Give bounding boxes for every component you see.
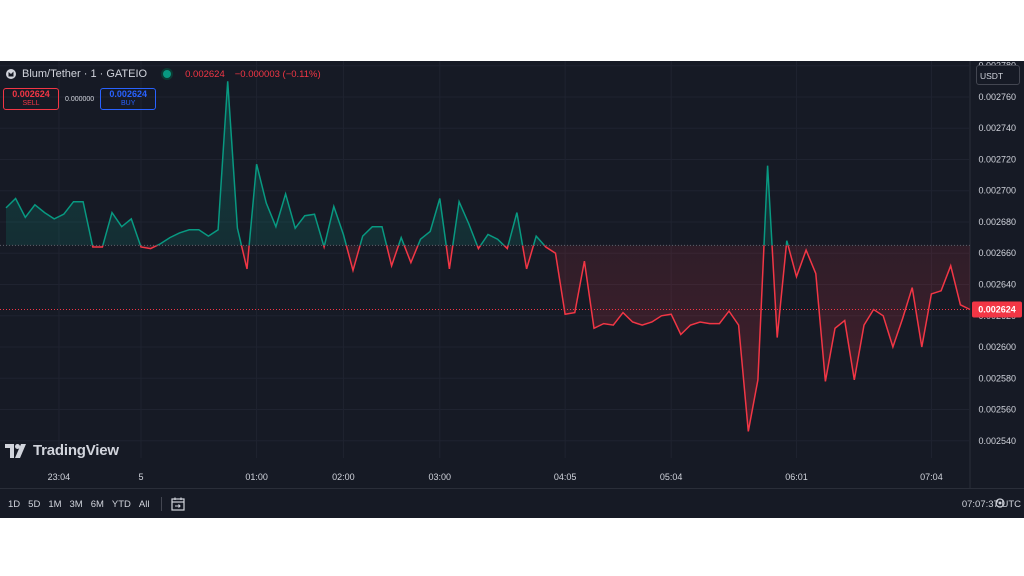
y-tick-label: 0.002640 bbox=[978, 280, 1016, 290]
tradingview-logo: TradingView bbox=[5, 442, 119, 459]
sell-button[interactable]: 0.002624 SELL bbox=[3, 88, 59, 110]
chart-window: 0.0025400.0025600.0025800.0026000.002620… bbox=[0, 61, 1024, 518]
currency-selector[interactable]: USDT bbox=[976, 65, 1020, 85]
y-tick-label: 0.002660 bbox=[978, 248, 1016, 258]
y-tick-label: 0.002760 bbox=[978, 92, 1016, 102]
y-tick-label: 0.002560 bbox=[978, 405, 1016, 415]
y-tick-label: 0.002720 bbox=[978, 154, 1016, 164]
market-open-indicator bbox=[163, 70, 172, 78]
current-price-tag bbox=[972, 301, 1022, 318]
sell-price: 0.002624 bbox=[12, 89, 50, 99]
go-to-date-icon[interactable] bbox=[170, 496, 186, 512]
range-5d[interactable]: 5D bbox=[28, 498, 41, 510]
x-tick-label: 5 bbox=[138, 472, 143, 482]
toolbar-divider bbox=[161, 497, 163, 511]
symbol-label[interactable]: Blum/Tether · 1 · GATEIO bbox=[22, 68, 148, 80]
y-tick-label: 0.002700 bbox=[978, 186, 1016, 196]
y-tick-label: 0.002600 bbox=[978, 342, 1016, 352]
series-line-down bbox=[91, 245, 971, 432]
trade-buttons: 0.002624 SELL 0.000000 0.002624 BUY bbox=[3, 88, 157, 110]
y-tick-label: 0.002740 bbox=[978, 123, 1016, 133]
x-tick-label: 07:04 bbox=[920, 472, 943, 482]
axis-settings-icon[interactable] bbox=[995, 498, 1005, 508]
tradingview-logo-icon bbox=[5, 443, 26, 458]
gear-hub bbox=[998, 501, 1002, 505]
x-tick-label: 03:00 bbox=[429, 472, 452, 482]
range-1m[interactable]: 1M bbox=[48, 498, 62, 510]
range-6m[interactable]: 6M bbox=[90, 498, 104, 510]
x-tick-label: 06:01 bbox=[785, 472, 808, 482]
range-3m[interactable]: 3M bbox=[69, 498, 83, 510]
sell-label: SELL bbox=[22, 100, 40, 107]
y-tick-label: 0.002580 bbox=[978, 373, 1016, 383]
series-line-up bbox=[5, 81, 789, 246]
buy-label: BUY bbox=[121, 100, 136, 107]
range-ytd[interactable]: YTD bbox=[111, 498, 131, 510]
symbol-header: Blum/Tether · 1 · GATEIO 0.002624 −0.000… bbox=[0, 61, 321, 87]
x-tick-label: 05:04 bbox=[660, 472, 683, 482]
x-tick-label: 02:00 bbox=[332, 472, 355, 482]
gear-ring bbox=[995, 498, 1005, 508]
area-fill-below bbox=[92, 245, 970, 432]
price-change: −0.000003 (−0.11%) bbox=[234, 68, 321, 80]
current-price-tag-label: 0.002624 bbox=[978, 305, 1016, 315]
range-all[interactable]: All bbox=[138, 498, 150, 510]
blum-logo-icon bbox=[6, 69, 16, 79]
bottom-toolbar: 1D 5D 1M 3M 6M YTD All 07:07:37 UTC bbox=[0, 488, 1024, 518]
x-tick-label: 01:00 bbox=[245, 472, 268, 482]
buy-button[interactable]: 0.002624 BUY bbox=[100, 88, 157, 110]
y-tick-label: 0.002540 bbox=[978, 436, 1016, 446]
x-tick-label: 23:04 bbox=[48, 472, 71, 482]
x-tick-label: 04:05 bbox=[554, 472, 577, 482]
last-price: 0.002624 bbox=[185, 68, 225, 80]
range-1d[interactable]: 1D bbox=[8, 498, 21, 510]
y-tick-label: 0.002680 bbox=[978, 217, 1016, 227]
buy-price: 0.002624 bbox=[109, 89, 147, 99]
spread-value: 0.000000 bbox=[65, 95, 95, 103]
tradingview-logo-text: TradingView bbox=[33, 442, 119, 459]
price-chart[interactable]: 0.0025400.0025600.0025800.0026000.002620… bbox=[0, 61, 1024, 518]
utc-clock[interactable]: 07:07:37 UTC bbox=[961, 498, 1021, 510]
